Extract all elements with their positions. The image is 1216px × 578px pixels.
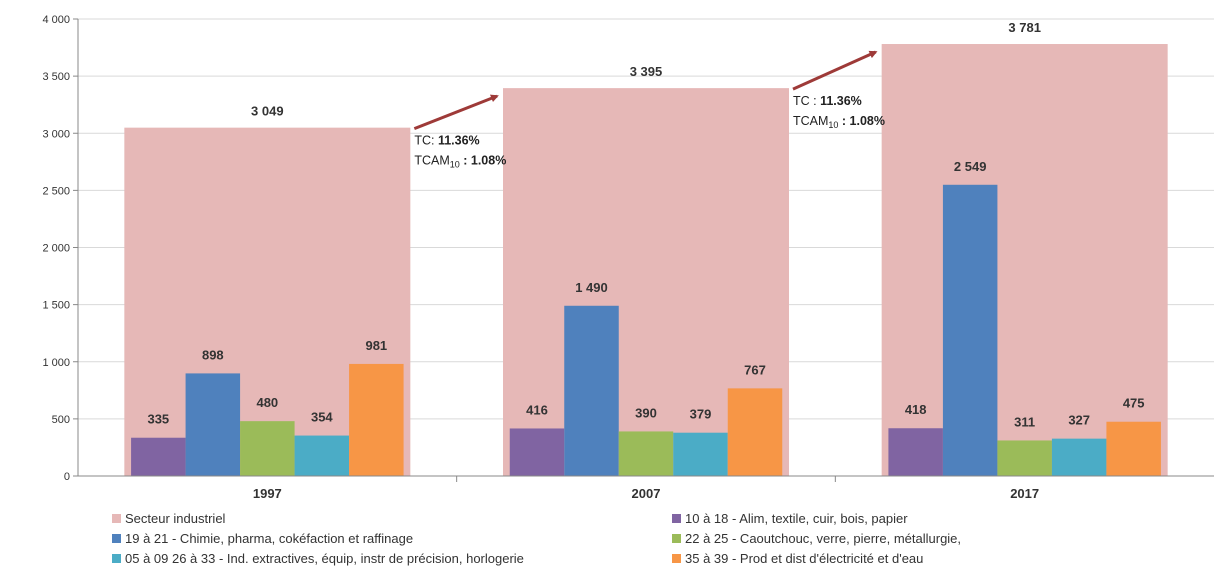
series-bar [564,305,619,476]
series-bar [673,432,728,476]
total-label: 3 781 [1008,20,1041,35]
y-tick-label: 2 500 [42,185,70,197]
growth-arrow [792,50,878,91]
data-labels: 3 049 335 898 480 354 981 3 395 416 1 490 390 379 7… [147,20,1144,429]
series-bars [131,184,1161,477]
series-bar [509,428,565,476]
bar-label: 390 [635,405,657,420]
tc-annotation: TC : 11.36% [793,94,862,108]
bar-label: 475 [1123,396,1145,411]
bar-label: 418 [905,402,927,417]
legend-item: Secteur industriel [112,511,225,526]
y-tick-label: 4 000 [42,14,70,26]
series-bar [349,363,404,476]
y-tick-label: 3 500 [42,71,70,83]
legend-swatch [112,554,121,563]
growth-arrows [413,50,878,131]
x-tick-label: 1997 [253,486,282,501]
legend-label: 05 à 09 26 à 33 - Ind. extractives, équi… [125,551,524,566]
y-tick-label: 500 [52,414,70,426]
legend-swatch [672,514,681,523]
y-axis: 0 500 1 000 1 500 2 000 2 500 3 000 3 500 4 000 [42,14,79,483]
legend-label: Secteur industriel [125,511,226,526]
legend-swatch [672,534,681,543]
total-label: 3 049 [251,104,284,119]
total-label: 3 395 [630,64,663,79]
y-tick-label: 1 500 [42,300,70,312]
legend-swatch [672,554,681,563]
y-tick-label: 0 [64,471,70,483]
bar-label: 311 [1014,414,1035,429]
legend-item: 05 à 09 26 à 33 - Ind. extractives, équi… [112,551,524,566]
bar-label: 898 [202,347,224,362]
x-tick-label: 2007 [632,486,661,501]
bar-label: 2 549 [954,159,987,174]
tcam-annotation: TCAM10 : 1.08% [414,154,506,170]
series-bar [997,440,1052,476]
series-bar [942,184,998,477]
y-tick-label: 1 000 [42,357,70,369]
legend-item: 10 à 18 - Alim, textile, cuir, bois, pap… [672,511,908,526]
series-bar [888,428,943,476]
series-bar [618,431,674,476]
growth-annotations: TC: 11.36% TCAM10 : 1.08% TC : 11.36% TCAM1… [414,94,885,170]
tcam-annotation: TCAM10 : 1.08% [793,114,885,130]
series-bar [1106,421,1161,476]
legend-item: 35 à 39 - Prod et dist d'électricité et … [672,551,923,566]
series-bar [727,388,783,476]
bar-label: 327 [1068,413,1090,428]
total-bar [881,44,1168,476]
legend-swatch [112,534,121,543]
bar-label: 379 [690,407,712,422]
legend-item: 22 à 25 - Caoutchouc, verre, pierre, mét… [672,531,961,546]
bar-label: 767 [744,362,766,377]
bar-label: 354 [311,410,333,425]
tc-annotation: TC: 11.36% [414,134,479,148]
y-tick-label: 2 000 [42,243,70,255]
series-bar [240,421,295,476]
bar-label: 416 [526,402,548,417]
bar-label: 981 [365,338,387,353]
legend-label: 35 à 39 - Prod et dist d'électricité et … [685,551,924,566]
series-bar [185,373,241,476]
bar-label: 480 [256,395,278,410]
legend-item: 19 à 21 - Chimie, pharma, cokéfaction et… [112,531,413,546]
series-bar [294,435,350,476]
series-bar [1051,438,1107,476]
x-tick-label: 2017 [1010,486,1039,501]
bar-label: 1 490 [575,280,608,295]
series-bar [131,437,186,476]
legend-swatch [112,514,121,523]
legend-label: 22 à 25 - Caoutchouc, verre, pierre, mét… [685,531,962,546]
growth-arrow [413,94,499,131]
legend-label: 10 à 18 - Alim, textile, cuir, bois, pap… [685,511,908,526]
x-axis: 1997 2007 2017 [78,475,1214,501]
y-tick-label: 3 000 [42,128,70,140]
bar-label: 335 [147,412,169,427]
legend-label: 19 à 21 - Chimie, pharma, cokéfaction et… [125,531,414,546]
